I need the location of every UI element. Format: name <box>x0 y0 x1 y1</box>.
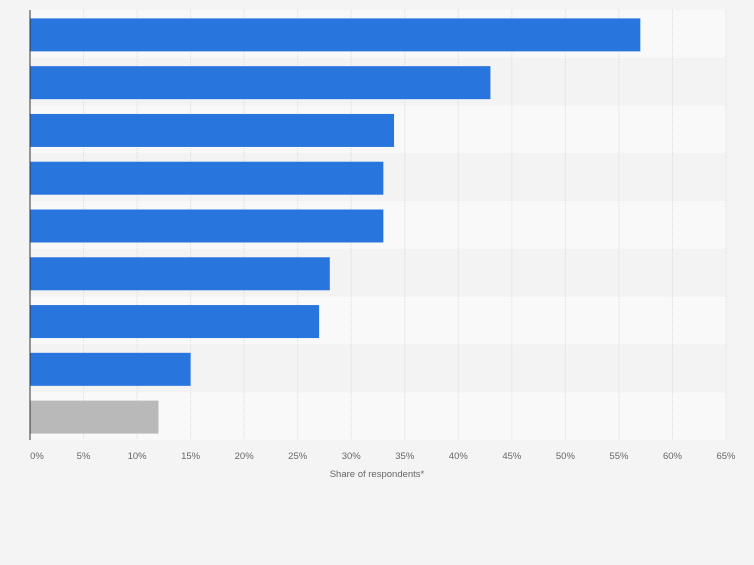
x-tick-label: 55% <box>609 451 629 462</box>
bar[interactable] <box>30 209 384 243</box>
x-tick-label: 0% <box>30 451 44 462</box>
bar[interactable] <box>30 113 395 147</box>
x-tick-label: 5% <box>77 451 91 462</box>
bars <box>30 18 641 434</box>
bar[interactable] <box>30 352 191 386</box>
bar[interactable] <box>30 66 491 100</box>
x-tick-label: 40% <box>449 451 469 462</box>
bar[interactable] <box>30 161 384 195</box>
x-tick-label: 15% <box>181 451 201 462</box>
x-tick-label: 25% <box>288 451 308 462</box>
x-tick-label: 10% <box>128 451 148 462</box>
bar[interactable] <box>30 257 330 291</box>
x-tick-label: 50% <box>556 451 576 462</box>
bar[interactable] <box>30 400 159 434</box>
x-tick-label: 65% <box>716 451 736 462</box>
x-tick-label: 30% <box>342 451 362 462</box>
x-tick-label: 20% <box>235 451 255 462</box>
x-tick-label: 35% <box>395 451 415 462</box>
x-tick-label: 60% <box>663 451 683 462</box>
x-tick-labels: 0% 5% 10% 15% 20% 25% 30% 35% 40% 45% 50% 55% 60% 65% <box>30 451 736 462</box>
bar[interactable] <box>30 18 641 52</box>
x-axis-title: Share of respondents* <box>330 469 425 480</box>
x-tick-label: 45% <box>502 451 522 462</box>
bar[interactable] <box>30 305 320 339</box>
